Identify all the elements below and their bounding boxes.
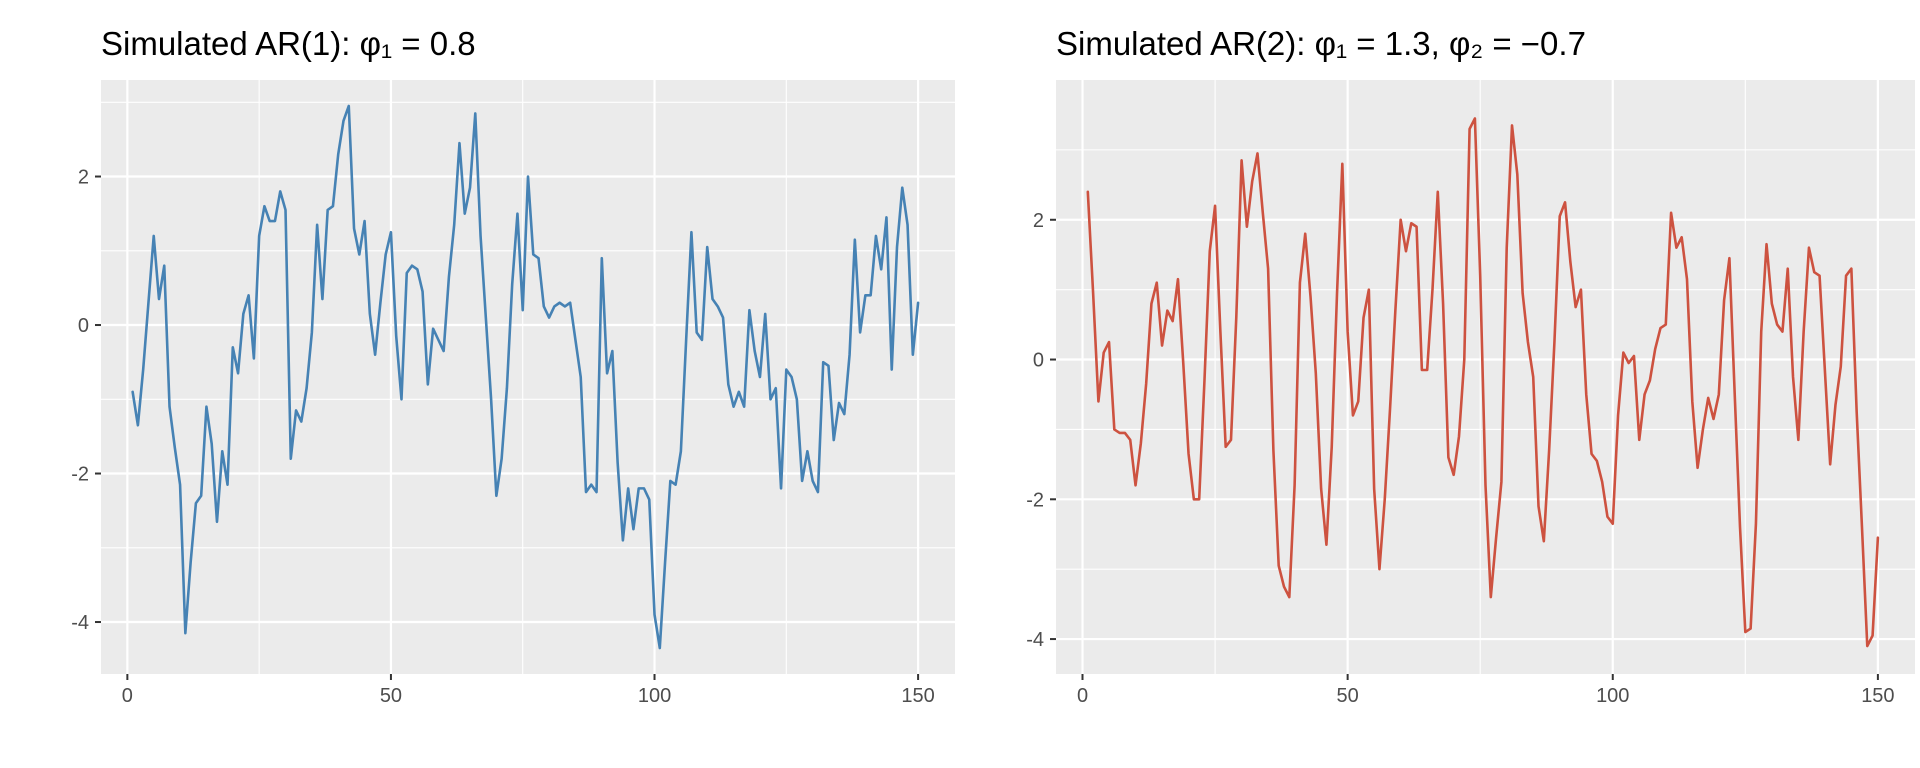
- chart-ar2: Simulated AR(2): φ₁ = 1.3, φ₂ = −0.7 0 50…: [1026, 25, 1915, 707]
- chart-panel-ar2: Simulated AR(2): φ₁ = 1.3, φ₂ = −0.7 0 50…: [960, 0, 1920, 768]
- y-tick-label: -2: [71, 464, 89, 486]
- chart-title: Simulated AR(2): φ₁ = 1.3, φ₂ = −0.7: [1056, 25, 1586, 62]
- plot-panel: [1056, 80, 1915, 674]
- y-tick-label: -4: [71, 612, 89, 634]
- y-tick-label: -2: [1026, 489, 1044, 511]
- y-tick-label: -4: [1026, 629, 1044, 651]
- x-tick-label: 0: [1077, 685, 1088, 707]
- series-line: [131, 104, 920, 650]
- plot-panel: [101, 80, 955, 674]
- x-tick-label: 0: [122, 685, 133, 707]
- y-tick-label: 0: [1033, 350, 1044, 372]
- x-tick-label: 50: [1337, 685, 1359, 707]
- series-line: [1086, 117, 1880, 648]
- y-tick-label: 2: [1033, 210, 1044, 232]
- y-tick-label: 2: [78, 167, 89, 189]
- x-tick-label: 150: [901, 685, 934, 707]
- chart-panel-ar1: Simulated AR(1): φ₁ = 0.8 0 50 100 150 -4 -2 0…: [71, 25, 955, 707]
- x-tick-label: 100: [1596, 685, 1629, 707]
- chart-title: Simulated AR(1): φ₁ = 0.8: [101, 25, 476, 62]
- x-tick-label: 150: [1861, 685, 1894, 707]
- chart-ar1: Simulated AR(1): φ₁ = 0.8 0 50 100 150 -4 -2 0…: [71, 25, 955, 707]
- x-tick-label: 50: [380, 685, 402, 707]
- x-tick-label: 100: [638, 685, 671, 707]
- y-tick-label: 0: [78, 315, 89, 337]
